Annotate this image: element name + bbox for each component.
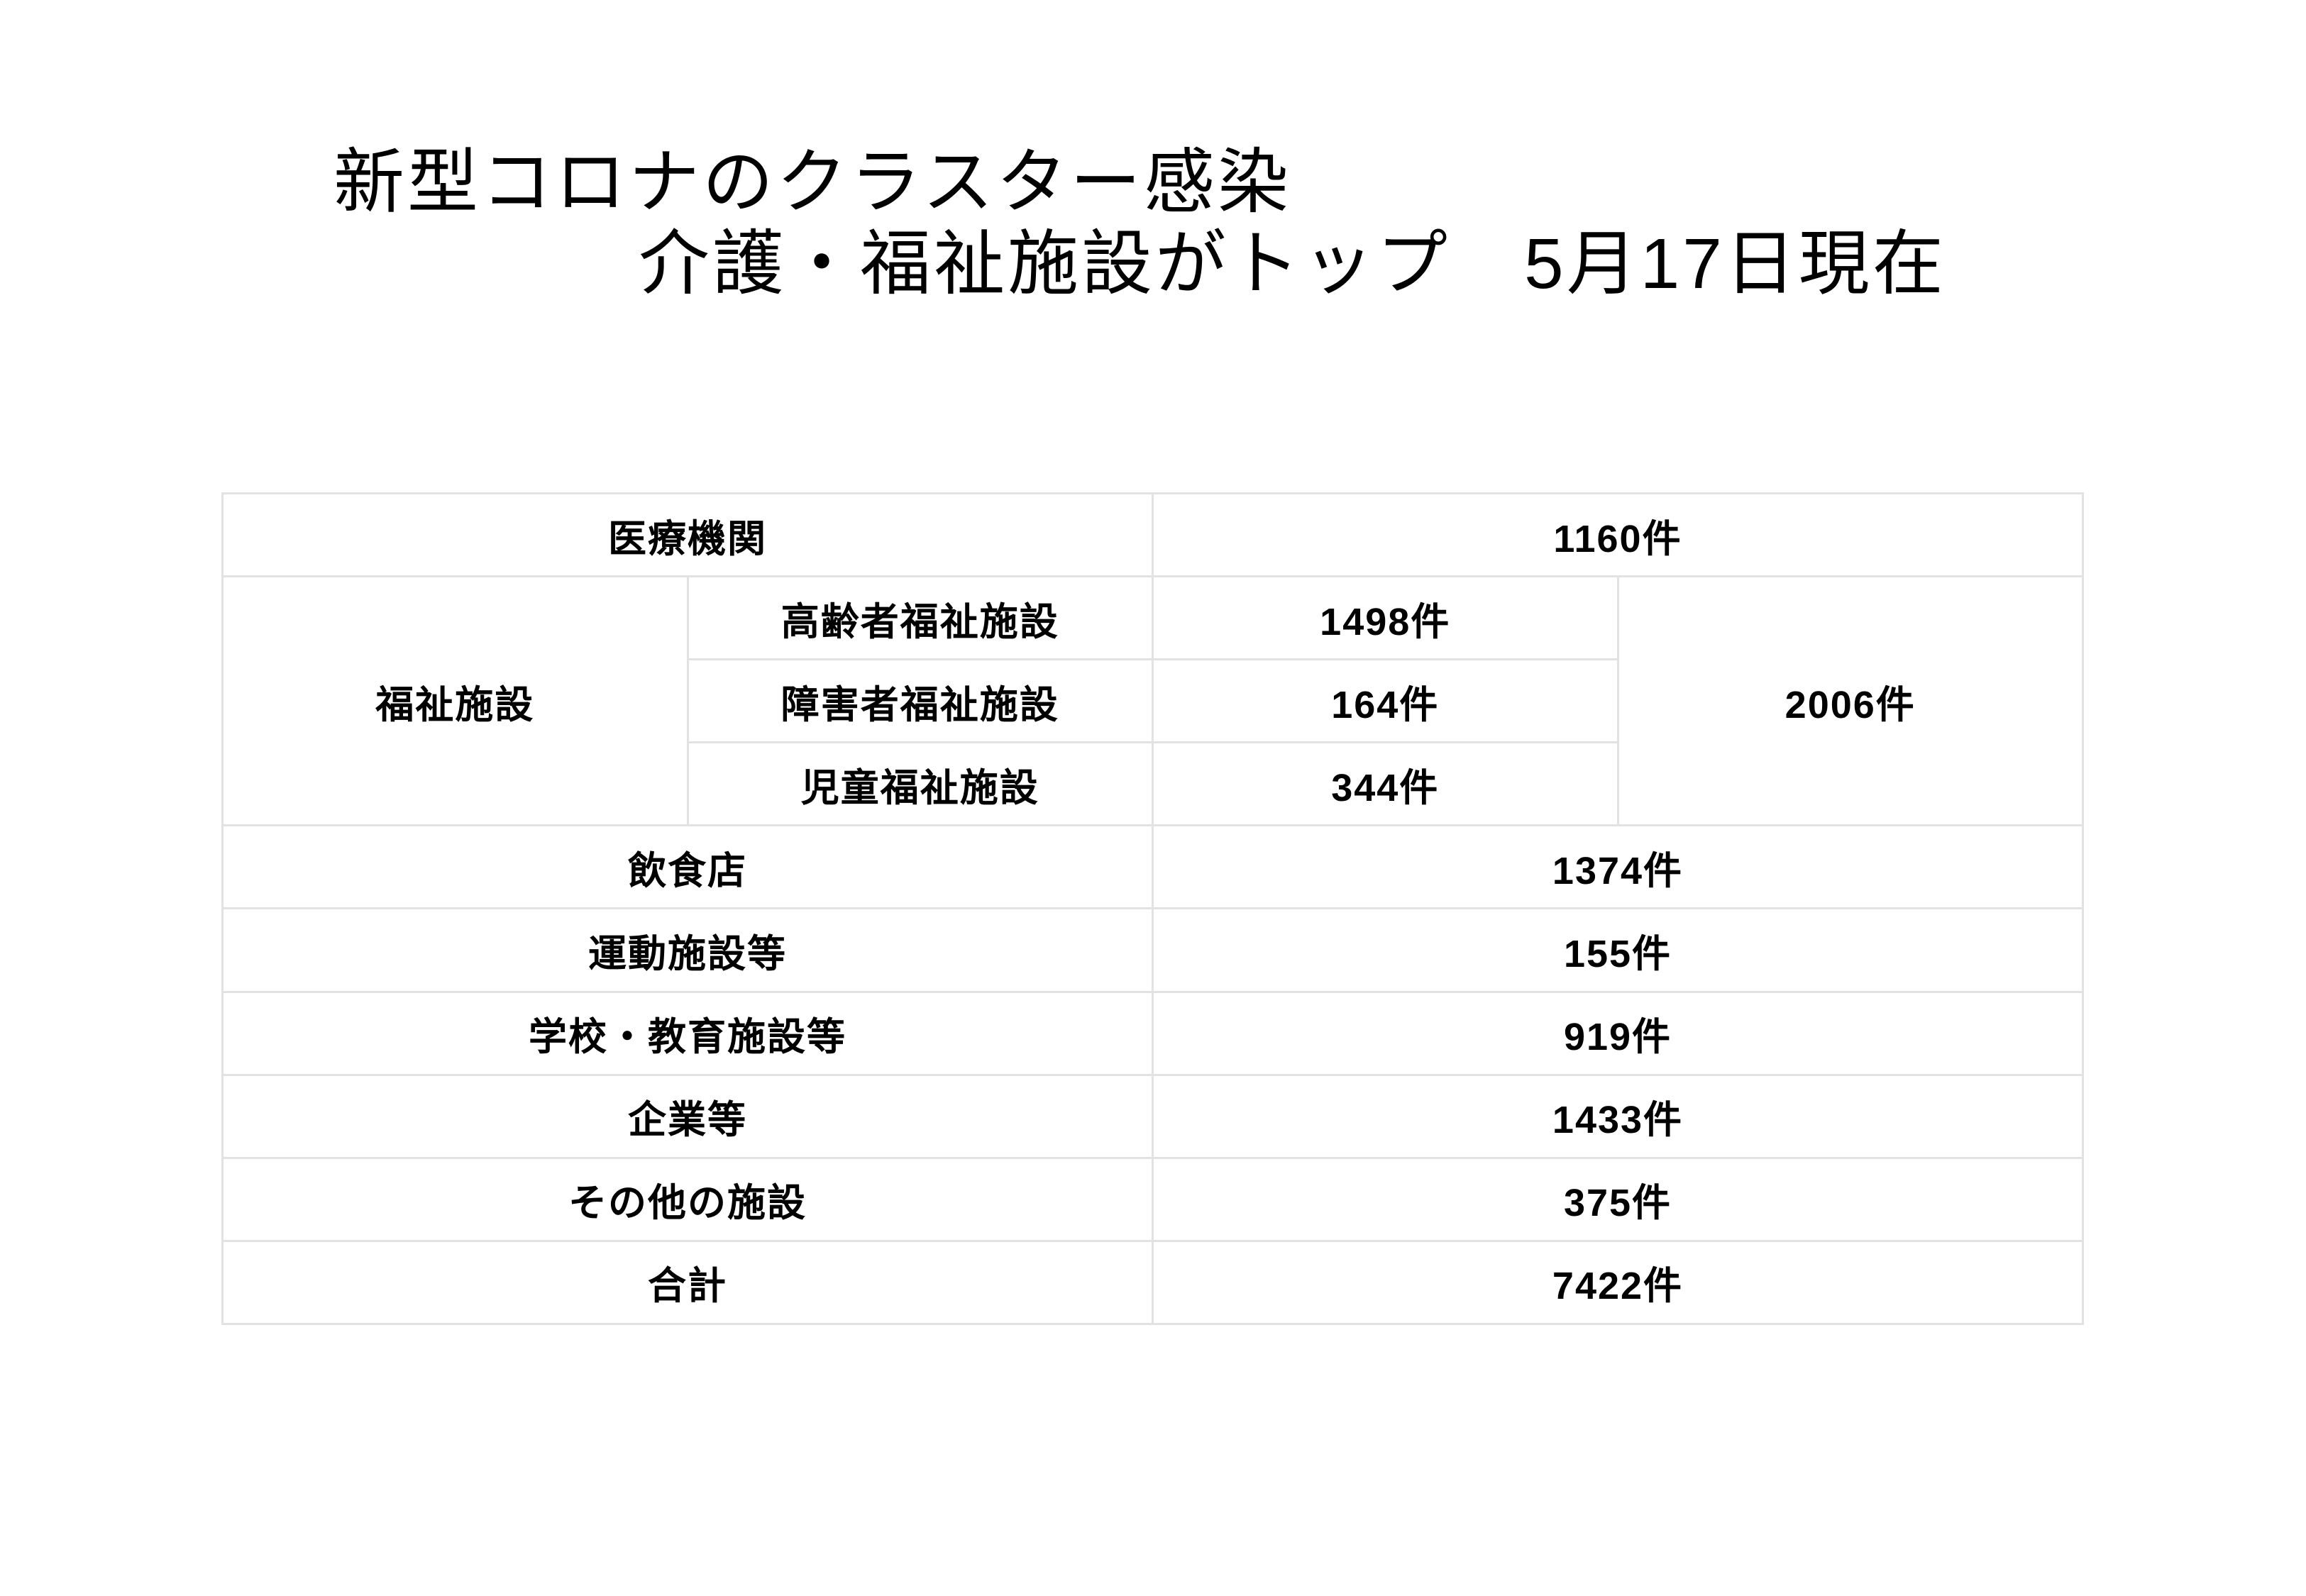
- table-row-welfare-disabled: 障害者福祉施設 164件: [223, 658, 2083, 744]
- value-cell-children: 344件: [1152, 741, 1619, 827]
- table-row-schools: 学校・教育施設等 919件: [221, 990, 2084, 1076]
- subcategory-cell-elderly: 高齢者福祉施設: [686, 575, 1154, 661]
- value-cell-companies: 1433件: [1152, 1073, 2084, 1159]
- category-cell-other: その他の施設: [221, 1156, 1154, 1242]
- category-cell-restaurants: 飲食店: [221, 824, 1154, 910]
- value-cell-total: 7422件: [1152, 1239, 2084, 1326]
- page-title-line1: 新型コロナのクラスター感染: [333, 143, 1291, 222]
- table-row-other: その他の施設 375件: [221, 1156, 2084, 1242]
- category-cell-medical: 医療機関: [221, 492, 1154, 578]
- value-cell-schools: 919件: [1152, 990, 2084, 1076]
- category-cell-schools: 学校・教育施設等: [221, 990, 1154, 1076]
- table-row-medical: 医療機関 1160件: [221, 492, 2084, 578]
- value-cell-restaurants: 1374件: [1152, 824, 2084, 910]
- category-cell-total: 合計: [221, 1239, 1154, 1326]
- value-cell-other: 375件: [1152, 1156, 2084, 1242]
- table-row-total: 合計 7422件: [221, 1239, 2084, 1326]
- value-cell-elderly: 1498件: [1152, 575, 1619, 661]
- table-row-restaurants: 飲食店 1374件: [221, 824, 2084, 910]
- subcategory-cell-children: 児童福祉施設: [686, 741, 1154, 827]
- value-cell-welfare-total: 2006件: [1616, 575, 2084, 827]
- table-row-welfare-elderly: 福祉施設 高齢者福祉施設 1498件 2006件: [221, 575, 2084, 827]
- category-cell-sports: 運動施設等: [221, 907, 1154, 993]
- category-cell-welfare-group: 福祉施設: [221, 575, 689, 827]
- value-cell-sports: 155件: [1152, 907, 2084, 993]
- category-cell-companies: 企業等: [221, 1073, 1154, 1159]
- table-row-sports: 運動施設等 155件: [221, 907, 2084, 993]
- value-cell-medical: 1160件: [1152, 492, 2084, 578]
- page-title-line2: 介護・福祉施設がトップ 5月17日現在: [639, 224, 1946, 304]
- subcategory-cell-disabled: 障害者福祉施設: [686, 658, 1154, 744]
- value-cell-disabled: 164件: [1152, 658, 1619, 744]
- table-row-welfare-children: 児童福祉施設 344件: [223, 741, 2083, 827]
- cluster-table: 医療機関 1160件 福祉施設 高齢者福祉施設 1498件 2006件 障害者福…: [221, 492, 2084, 1326]
- table-row-companies: 企業等 1433件: [221, 1073, 2084, 1159]
